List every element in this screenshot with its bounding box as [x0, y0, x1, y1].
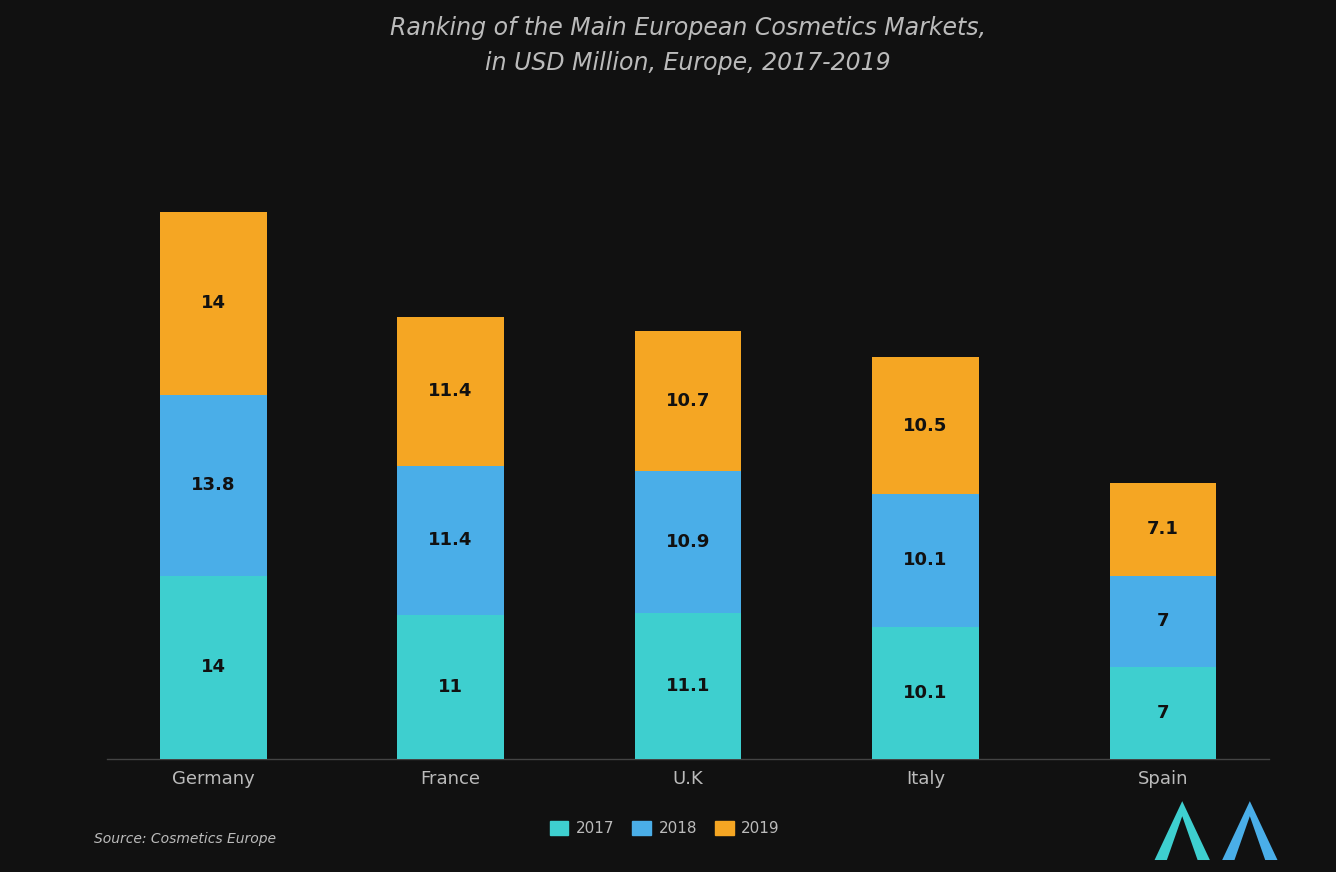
Text: 11.4: 11.4	[429, 531, 473, 549]
Bar	[1109, 483, 1216, 576]
Text: 11.4: 11.4	[429, 382, 473, 400]
Bar	[872, 358, 979, 494]
Text: 7: 7	[1157, 612, 1169, 630]
Text: 13.8: 13.8	[191, 476, 235, 494]
Bar	[872, 626, 979, 759]
Bar	[160, 576, 267, 759]
Bar	[872, 494, 979, 626]
Bar	[1109, 667, 1216, 759]
Bar	[397, 317, 504, 466]
Text: 11: 11	[438, 678, 464, 696]
Bar	[160, 395, 267, 576]
Text: 10.5: 10.5	[903, 417, 947, 435]
Text: 7: 7	[1157, 704, 1169, 722]
Bar	[397, 466, 504, 615]
Text: Source: Cosmetics Europe: Source: Cosmetics Europe	[94, 832, 275, 846]
Title: Ranking of the Main European Cosmetics Markets,
in USD Million, Europe, 2017-201: Ranking of the Main European Cosmetics M…	[390, 16, 986, 75]
Text: 10.1: 10.1	[903, 684, 947, 702]
Polygon shape	[1154, 801, 1210, 860]
Text: 10.7: 10.7	[665, 392, 711, 410]
Text: 7.1: 7.1	[1148, 520, 1178, 538]
Legend: 2017, 2018, 2019: 2017, 2018, 2019	[544, 815, 786, 842]
Bar	[635, 614, 741, 759]
Bar	[1109, 576, 1216, 667]
Text: 10.1: 10.1	[903, 551, 947, 569]
Text: 10.9: 10.9	[665, 533, 711, 551]
Bar	[635, 471, 741, 614]
Text: 14: 14	[200, 658, 226, 676]
Text: 11.1: 11.1	[665, 677, 711, 695]
Polygon shape	[1222, 801, 1277, 860]
Bar	[160, 212, 267, 395]
Bar	[397, 615, 504, 759]
Bar	[635, 330, 741, 471]
Text: 14: 14	[200, 295, 226, 312]
